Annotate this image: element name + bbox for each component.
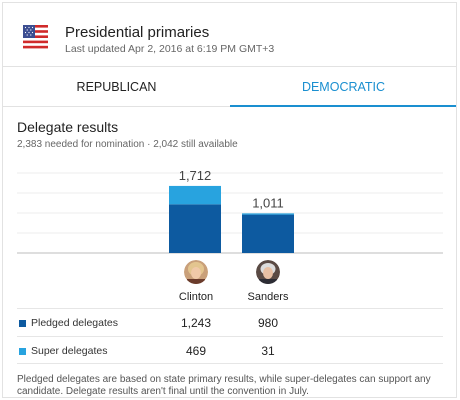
card-header: Presidential primaries Last updated Apr … (3, 3, 456, 67)
tab-democratic[interactable]: DEMOCRATIC (301, 80, 386, 94)
avatar-clinton (184, 260, 208, 284)
sanders-super-value: 31 (261, 344, 275, 358)
footnote-text: Pledged delegates are based on state pri… (17, 374, 431, 397)
pledged-legend-swatch (19, 320, 26, 327)
primaries-card: Presidential primaries Last updated Apr … (2, 2, 457, 398)
section-subtitle: 2,383 needed for nomination · 2,042 stil… (17, 139, 238, 150)
total-label-sanders: 1,011 (252, 195, 284, 210)
super-delegates-row: Super delegates 469 31 (17, 336, 443, 364)
active-tab-indicator (230, 105, 456, 107)
tab-republican[interactable]: REPUBLICAN (76, 80, 157, 94)
party-tabs: REPUBLICAN DEMOCRATIC (3, 67, 456, 107)
super-legend-swatch (19, 348, 26, 355)
pledged-legend-label: Pledged delegates (31, 317, 118, 329)
pledged-delegates-row: Pledged delegates 1,243 980 (17, 308, 443, 336)
sanders-pledged-value: 980 (257, 316, 279, 330)
last-updated-text: Last updated Apr 2, 2016 at 6:19 PM GMT+… (65, 43, 275, 55)
delegate-bar-chart: 1,712 1,011 (17, 168, 443, 254)
bar-sanders-pledged[interactable] (242, 214, 294, 253)
candidate-name-clinton: Clinton (178, 291, 214, 303)
bar-sanders-super[interactable] (242, 213, 294, 215)
bar-clinton-super[interactable] (169, 185, 221, 205)
super-legend-label: Super delegates (31, 345, 108, 357)
us-flag-icon (23, 25, 48, 51)
delegate-chart: 1,712 1,011 (17, 163, 443, 363)
avatar-sanders (256, 260, 280, 284)
sanders-portrait-icon (256, 260, 280, 284)
page-title: Presidential primaries (65, 24, 210, 41)
clinton-super-value: 469 (185, 344, 207, 358)
total-label-clinton: 1,712 (179, 168, 212, 183)
section-title: Delegate results (17, 119, 119, 135)
clinton-portrait-icon (184, 260, 208, 284)
clinton-pledged-value: 1,243 (180, 316, 212, 330)
candidate-name-sanders: Sanders (247, 291, 289, 303)
bar-clinton-pledged[interactable] (169, 204, 221, 253)
